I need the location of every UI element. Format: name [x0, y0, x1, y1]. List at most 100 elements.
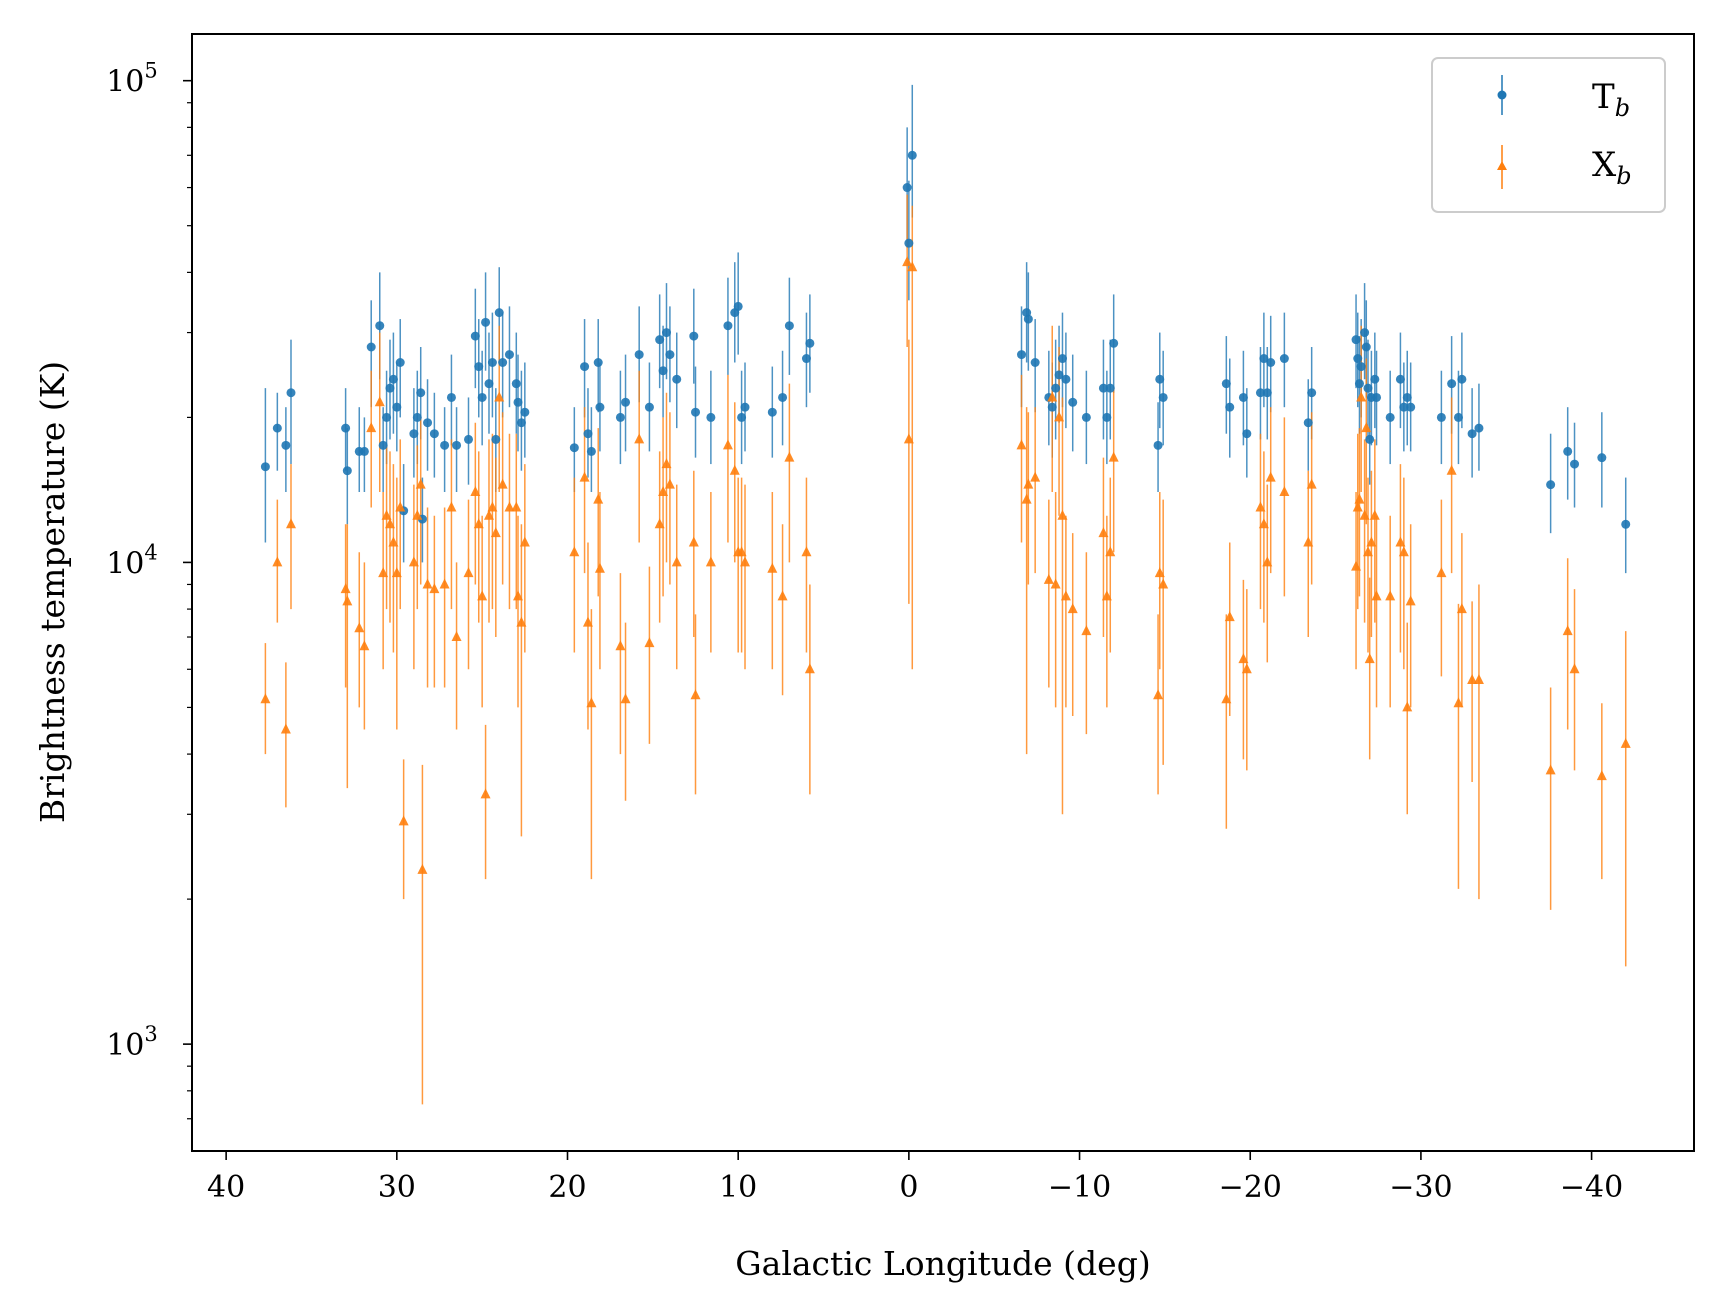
- tb-point-55: [672, 374, 682, 384]
- tb-point-75: [1030, 358, 1040, 368]
- tb-point-109: [1365, 434, 1375, 444]
- legend-xb-marker: [1497, 161, 1507, 170]
- tb-point-28: [474, 362, 484, 372]
- xb-point-111: [1369, 509, 1380, 520]
- tb-point-84: [1098, 383, 1108, 393]
- tb-point-67: [801, 354, 811, 364]
- tb-point-5: [342, 466, 352, 476]
- tb-point-128: [1621, 519, 1631, 529]
- xb-point-127: [1596, 770, 1607, 781]
- legend-xb-label: Xb: [1592, 145, 1632, 190]
- xb-point-49: [634, 433, 645, 444]
- xb-point-55: [671, 556, 682, 567]
- xb-point-113: [1385, 590, 1396, 601]
- x-tick-label-1: 30: [378, 1170, 416, 1205]
- tb-point-30: [481, 317, 491, 327]
- xb-point-37: [511, 501, 522, 512]
- tb-point-46: [595, 402, 605, 412]
- xb-point-25: [451, 631, 462, 642]
- xb-point-35: [497, 478, 508, 489]
- xb-point-72: [1016, 439, 1027, 450]
- legend-frame: [1431, 57, 1666, 213]
- tb-point-47: [615, 412, 625, 422]
- tb-point-61: [733, 301, 743, 311]
- tb-point-115: [1399, 402, 1409, 412]
- tb-point-87: [1109, 338, 1119, 348]
- xb-point-99: [1279, 486, 1290, 497]
- x-tick-label-8: −40: [1560, 1170, 1623, 1205]
- xb-point-78: [1050, 578, 1061, 589]
- tb-point-39: [516, 418, 526, 428]
- xb-point-19: [415, 478, 426, 489]
- tb-point-79: [1054, 370, 1064, 380]
- tb-point-97: [1262, 388, 1272, 398]
- tb-point-96: [1259, 354, 1269, 364]
- tb-point-71: [907, 150, 917, 160]
- tb-point-121: [1457, 374, 1467, 384]
- xb-point-39: [516, 616, 527, 627]
- xb-point-50: [644, 637, 655, 648]
- tb-point-98: [1266, 358, 1276, 368]
- xb-point-62: [736, 546, 747, 557]
- tb-point-12: [385, 383, 395, 393]
- tb-point-111: [1370, 374, 1380, 384]
- tb-point-100: [1303, 418, 1313, 428]
- xb-point-116: [1402, 701, 1413, 712]
- tb-point-31: [484, 379, 494, 389]
- xb-point-46: [594, 562, 605, 573]
- xb-point-65: [777, 590, 788, 601]
- xb-point-122: [1467, 674, 1478, 685]
- tb-point-106: [1360, 328, 1370, 338]
- legend-tb-marker: [1497, 90, 1507, 100]
- xb-point-27: [470, 486, 481, 497]
- tb-point-32: [487, 358, 497, 368]
- legend-entry-xb: Xb: [1497, 145, 1632, 190]
- tb-point-33: [491, 434, 501, 444]
- xb-point-54: [664, 478, 675, 489]
- x-tick-label-2: 20: [548, 1170, 586, 1205]
- xb-point-110: [1366, 536, 1377, 547]
- plot-area-frame: [191, 33, 1695, 1152]
- x-axis-label: Galactic Longitude (deg): [735, 1244, 1150, 1283]
- xb-point-13: [388, 536, 399, 547]
- tb-point-93: [1238, 392, 1248, 402]
- xb-point-71: [907, 261, 918, 272]
- xb-point-118: [1436, 567, 1447, 578]
- xb-point-92: [1224, 611, 1235, 622]
- xb-point-68: [804, 663, 815, 674]
- xb-point-12: [384, 518, 395, 529]
- tb-point-64: [767, 407, 777, 417]
- xb-point-8: [366, 422, 377, 433]
- tb-point-14: [392, 402, 402, 412]
- xb-point-29: [477, 590, 488, 601]
- x-tick-label-3: 10: [719, 1170, 757, 1205]
- xb-point-73: [1021, 493, 1032, 504]
- tb-point-48: [621, 397, 631, 407]
- tb-point-116: [1402, 392, 1412, 402]
- tb-point-77: [1047, 402, 1057, 412]
- tb-point-1: [272, 423, 282, 433]
- xb-point-96: [1258, 518, 1269, 529]
- xb-point-48: [620, 693, 631, 704]
- xb-point-5: [342, 595, 353, 606]
- xb-point-120: [1453, 697, 1464, 708]
- tb-point-43: [583, 429, 593, 439]
- tb-point-36: [504, 350, 514, 360]
- xb-point-86: [1105, 546, 1116, 557]
- xb-point-95: [1255, 501, 1266, 512]
- xb-point-101: [1306, 478, 1317, 489]
- tb-point-69: [902, 183, 912, 193]
- xb-point-119: [1446, 464, 1457, 475]
- xb-point-66: [784, 451, 795, 462]
- tb-point-83: [1081, 412, 1091, 422]
- xb-point-89: [1154, 567, 1165, 578]
- xb-point-38: [513, 590, 524, 601]
- xb-point-84: [1098, 527, 1109, 538]
- tb-point-99: [1279, 354, 1289, 364]
- tb-point-57: [691, 407, 701, 417]
- tb-point-127: [1597, 453, 1607, 463]
- tb-point-19: [416, 388, 426, 398]
- xb-point-23: [439, 578, 450, 589]
- tb-point-18: [412, 412, 422, 422]
- xb-point-36: [504, 501, 515, 512]
